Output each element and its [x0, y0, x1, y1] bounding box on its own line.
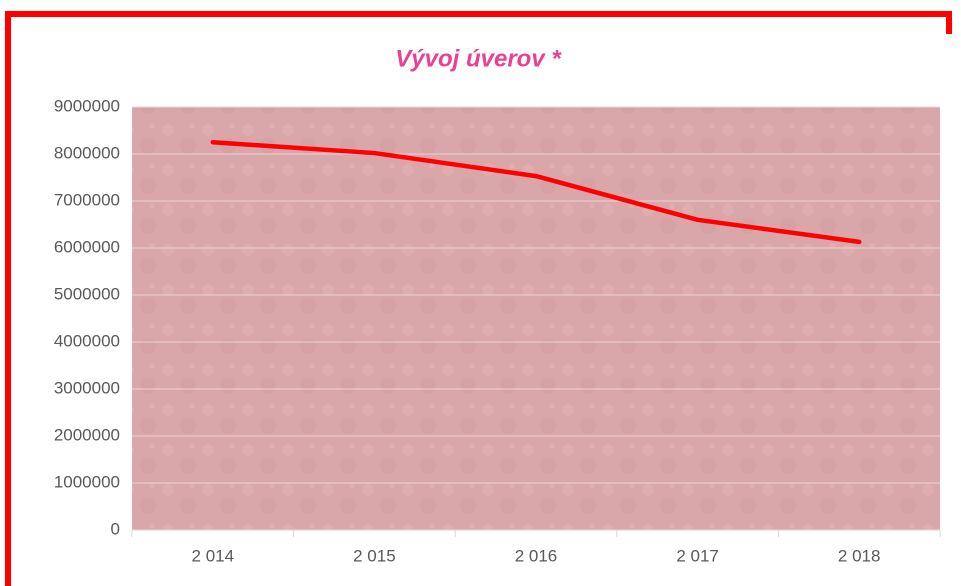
- y-tick-label: 6000000: [54, 237, 120, 256]
- y-tick-label: 7000000: [54, 190, 120, 209]
- chart-title: Vývoj úverov *: [395, 45, 562, 72]
- y-tick-label: 2000000: [54, 425, 120, 444]
- x-tick-label: 2 015: [353, 546, 396, 565]
- y-tick-label: 4000000: [54, 331, 120, 350]
- data-line: [210, 140, 862, 245]
- plot-area: [132, 107, 940, 530]
- x-tick-label: 2 014: [192, 546, 235, 565]
- y-tick-label: 5000000: [54, 284, 120, 303]
- frame-border: [5, 11, 952, 586]
- x-tick-label: 2 016: [515, 546, 558, 565]
- y-tick-label: 1000000: [54, 472, 120, 491]
- y-tick-label: 9000000: [54, 96, 120, 115]
- y-tick-label: 8000000: [54, 143, 120, 162]
- x-tick-label: 2 018: [838, 546, 881, 565]
- y-tick-label: 0: [111, 519, 120, 538]
- y-tick-label: 3000000: [54, 378, 120, 397]
- x-tick-label: 2 017: [676, 546, 719, 565]
